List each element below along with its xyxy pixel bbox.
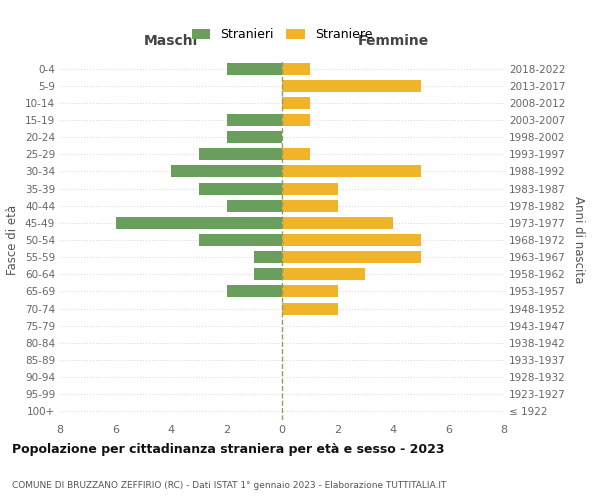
- Legend: Stranieri, Straniere: Stranieri, Straniere: [187, 23, 377, 46]
- Bar: [282, 97, 310, 109]
- Bar: [227, 131, 282, 143]
- Bar: [227, 286, 282, 298]
- Bar: [282, 80, 421, 92]
- Bar: [282, 286, 337, 298]
- Bar: [199, 182, 282, 194]
- Y-axis label: Anni di nascita: Anni di nascita: [572, 196, 585, 284]
- Bar: [227, 114, 282, 126]
- Text: COMUNE DI BRUZZANO ZEFFIRIO (RC) - Dati ISTAT 1° gennaio 2023 - Elaborazione TUT: COMUNE DI BRUZZANO ZEFFIRIO (RC) - Dati …: [12, 480, 446, 490]
- Bar: [282, 114, 310, 126]
- Bar: [282, 200, 337, 211]
- Bar: [282, 268, 365, 280]
- Bar: [254, 268, 282, 280]
- Bar: [282, 166, 421, 177]
- Bar: [282, 62, 310, 74]
- Text: Popolazione per cittadinanza straniera per età e sesso - 2023: Popolazione per cittadinanza straniera p…: [12, 442, 445, 456]
- Bar: [227, 62, 282, 74]
- Bar: [115, 217, 282, 229]
- Bar: [282, 217, 393, 229]
- Text: Maschi: Maschi: [144, 34, 198, 48]
- Bar: [254, 251, 282, 263]
- Bar: [199, 148, 282, 160]
- Bar: [171, 166, 282, 177]
- Bar: [282, 148, 310, 160]
- Y-axis label: Fasce di età: Fasce di età: [7, 205, 19, 275]
- Text: Femmine: Femmine: [358, 34, 428, 48]
- Bar: [227, 200, 282, 211]
- Bar: [282, 251, 421, 263]
- Bar: [282, 302, 337, 314]
- Bar: [199, 234, 282, 246]
- Bar: [282, 182, 337, 194]
- Bar: [282, 234, 421, 246]
